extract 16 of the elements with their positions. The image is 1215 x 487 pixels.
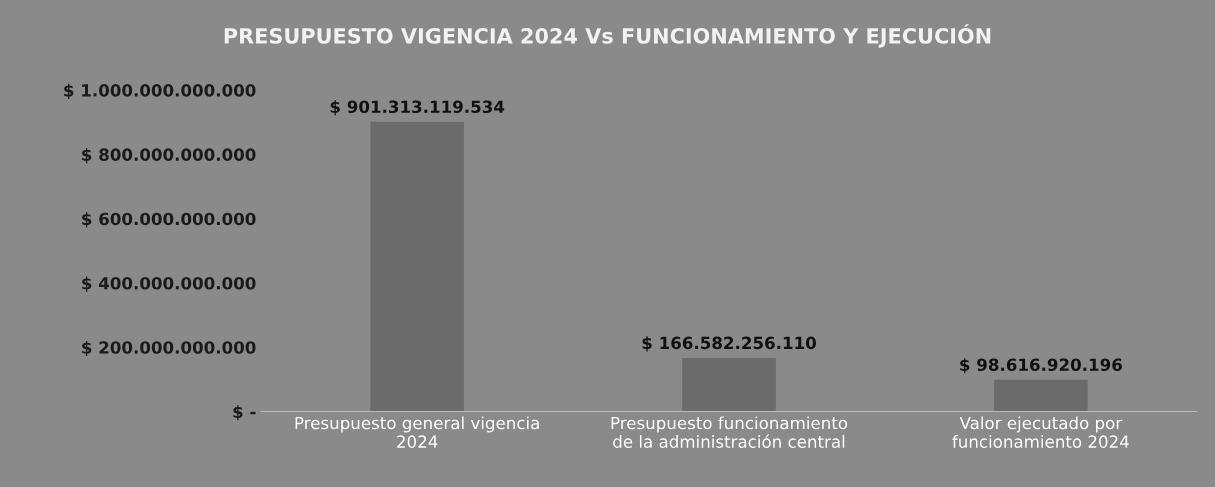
chart-title: PRESUPUESTO VIGENCIA 2024 Vs FUNCIONAMIENTO Y EJECUCIÓN (224, 24, 991, 48)
bar (370, 121, 464, 412)
y-tick-label: $ 800.000.000.000 (82, 148, 256, 164)
y-tick-label: $ 400.000.000.000 (82, 276, 256, 292)
x-tick-label: Presupuesto funcionamiento de la administración central (611, 416, 848, 448)
x-tick-label: Valor ejecutado por funcionamiento 2024 (952, 416, 1129, 448)
bar (994, 379, 1088, 412)
data-label: $ 901.313.119.534 (330, 100, 505, 116)
y-tick-label: $ 200.000.000.000 (82, 340, 256, 357)
y-tick-label: $ 1.000.000.000.000 (64, 83, 256, 99)
x-tick-label: Presupuesto general vigencia 2024 (295, 416, 539, 448)
data-label: $ 166.582.256.110 (642, 336, 816, 352)
y-tick-label: $ 600.000.000.000 (82, 212, 256, 228)
data-label: $ 98.616.920.196 (960, 358, 1122, 374)
y-tick-label: $ - (233, 405, 256, 421)
bar (682, 357, 776, 412)
